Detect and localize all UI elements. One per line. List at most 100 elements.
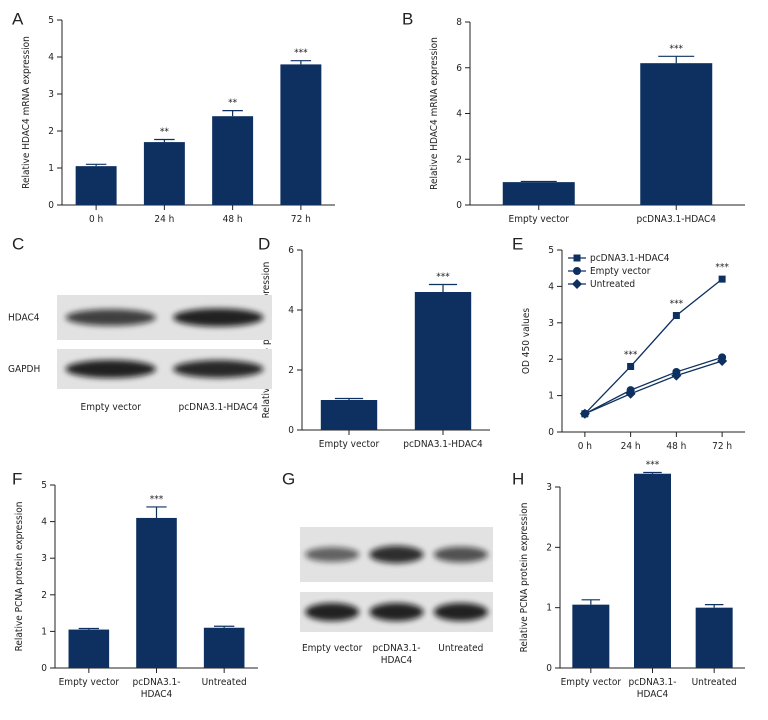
x-tick-label: Empty vector [509, 214, 570, 225]
y-tick-label: 0 [546, 663, 552, 674]
bar [203, 627, 245, 668]
series-line [584, 356, 723, 415]
y-tick-label: 2 [548, 354, 554, 365]
y-tick-label: 2 [288, 365, 294, 376]
error-bar [428, 283, 458, 292]
panel-letter: G [282, 469, 295, 488]
chart-panel: H Relative PCNA protein expression 0 1 2 3 Emp… [512, 460, 745, 700]
blot-band [369, 545, 424, 564]
y-tick-label: 0 [48, 200, 54, 211]
point [625, 388, 636, 399]
y-tick-label: 5 [41, 480, 47, 491]
significance-label: *** [294, 48, 308, 59]
panel-letter: E [512, 234, 523, 253]
significance-label: *** [715, 262, 729, 273]
panel-letter: A [12, 9, 24, 28]
panel-letter: B [402, 9, 413, 28]
blot-band [173, 360, 264, 378]
blot-lane-label: pcDNA3.1-HDAC4 [178, 402, 258, 413]
error-bar [146, 506, 167, 518]
y-axis-title: Relative HDAC4 mRNA expression [429, 37, 440, 190]
blot-band [65, 360, 156, 378]
x-tick-label: 24 h [621, 441, 641, 452]
blot-lane-label: Empty vector [302, 643, 363, 654]
x-tick-label: pcDNA3.1-HDAC4 [132, 677, 180, 700]
blot-band [305, 547, 360, 562]
y-tick-label: 0 [548, 427, 554, 438]
significance-label: ** [160, 127, 169, 138]
y-tick-label: 1 [546, 603, 552, 614]
legend-label: pcDNA3.1-HDAC4 [590, 253, 670, 264]
x-tick-label: 0 h [578, 441, 592, 452]
y-tick-label: 0 [456, 200, 462, 211]
blot-band [433, 546, 488, 563]
y-tick-label: 1 [548, 391, 554, 402]
error-bar [78, 627, 99, 630]
y-tick-label: 6 [456, 63, 462, 74]
x-tick-label: Empty vector [319, 439, 380, 450]
chart-panel: E OD 450 values 0 1 2 3 4 5 0 h 24 h 48 h 72 h *** **… [512, 234, 745, 452]
bar [212, 116, 254, 205]
error-bar [643, 471, 662, 474]
bar [75, 166, 117, 205]
y-tick-label: 2 [456, 154, 462, 165]
error-bar [85, 163, 107, 167]
blot-band [369, 603, 424, 621]
x-tick-label: Untreated [202, 677, 247, 688]
x-tick-label: pcDNA3.1-HDAC4 [403, 439, 483, 450]
significance-label: *** [436, 272, 450, 283]
point [717, 356, 728, 367]
panel-letter: D [258, 234, 270, 253]
y-tick-label: 6 [288, 245, 294, 256]
error-bar [154, 138, 175, 143]
significance-label: *** [624, 349, 638, 360]
point [627, 362, 635, 370]
blot-lane-label: Untreated [438, 643, 483, 654]
y-tick-label: 1 [48, 163, 54, 174]
point [579, 408, 590, 419]
error-bar [704, 604, 724, 608]
blot-panel: G Empty vector pcDNA3.1-HDAC4 Untreated [282, 469, 493, 666]
y-tick-label: 5 [48, 15, 54, 26]
significance-label: *** [150, 494, 164, 505]
error-bar [290, 60, 312, 65]
y-tick-label: 4 [456, 109, 462, 120]
blot-band [433, 603, 488, 621]
y-tick-label: 1 [41, 626, 47, 637]
bar [572, 604, 610, 668]
blot-lane-label: Empty vector [81, 402, 142, 413]
error-bar [334, 397, 364, 400]
series-line [584, 278, 723, 415]
point [718, 275, 726, 283]
blot-row-label: HDAC4 [8, 313, 40, 324]
chart-panel: A Relative HDAC4 mRNA expression 0 1 2 3 4 5 0 h… [12, 9, 335, 225]
x-tick-label: 24 h [154, 214, 174, 225]
y-axis-title: OD 450 values [521, 308, 532, 374]
blot-band [65, 309, 156, 326]
bar [143, 142, 185, 205]
legend-label: Untreated [590, 279, 635, 290]
chart-panel: F Relative PCNA protein expression 0 1 2 3 4 5 E… [12, 469, 258, 700]
point [672, 312, 680, 320]
panel-letter: F [12, 469, 22, 488]
y-tick-label: 3 [546, 482, 552, 493]
x-tick-label: pcDNA3.1-HDAC4 [628, 677, 676, 700]
significance-label: ** [228, 98, 237, 109]
significance-label: *** [646, 460, 660, 471]
blot-band [305, 603, 360, 621]
error-bar [581, 599, 601, 605]
error-bar [520, 180, 557, 183]
y-tick-label: 4 [548, 281, 554, 292]
y-axis-title: Relative PCNA protein expression [14, 502, 25, 652]
y-tick-label: 3 [548, 318, 554, 329]
bar [695, 607, 733, 668]
y-axis-title: Relative HDAC4 mRNA expression [21, 36, 32, 189]
y-tick-label: 2 [41, 590, 47, 601]
x-tick-label: Empty vector [59, 677, 120, 688]
error-bar [214, 625, 235, 628]
bar [280, 64, 322, 206]
legend-label: Empty vector [590, 266, 651, 277]
significance-label: *** [670, 299, 684, 310]
blot-panel: C HDAC4 GAPDH Empty vector pcDNA3.1-HDAC4 [8, 234, 272, 413]
panel-letter: H [512, 469, 524, 488]
